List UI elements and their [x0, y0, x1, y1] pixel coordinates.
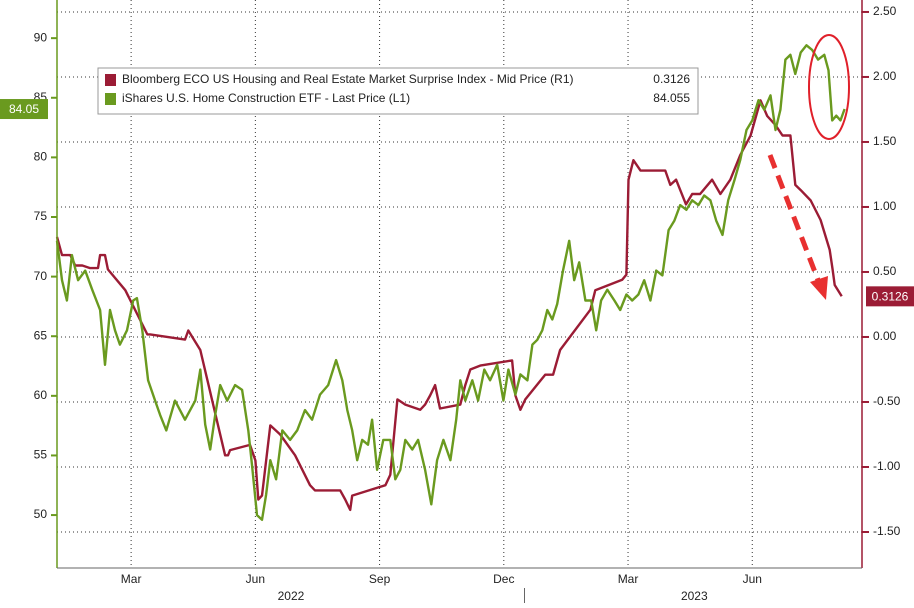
y-tick-label: 50: [34, 507, 48, 521]
legend-label: iShares U.S. Home Construction ETF - Las…: [122, 91, 410, 105]
end-tag-label: 0.3126: [872, 290, 909, 304]
y2-tick-label: -1.50: [873, 524, 901, 538]
legend-value: 84.055: [653, 91, 690, 105]
legend-swatch: [105, 93, 116, 105]
y2-tick-label: -0.50: [873, 394, 901, 408]
y2-tick-label: 1.00: [873, 199, 897, 213]
end-tag: [0, 99, 48, 120]
series-line: [55, 44, 846, 521]
arrow-head: [810, 276, 828, 300]
x-tick-label: Jun: [246, 572, 265, 586]
y-tick-label: 60: [34, 388, 48, 402]
highlight-ellipse: [808, 34, 850, 140]
year-label: 2022: [278, 589, 305, 603]
x-tick-label: Jun: [743, 572, 762, 586]
y-tick-label: 80: [34, 150, 48, 164]
x-tick-label: Mar: [618, 572, 639, 586]
y2-tick-label: 2.50: [873, 4, 897, 18]
x-tick-label: Dec: [493, 572, 514, 586]
year-label: 2023: [681, 589, 708, 603]
y2-tick-label: 0.50: [873, 264, 897, 278]
x-tick-label: Mar: [121, 572, 142, 586]
x-tick-label: Sep: [369, 572, 391, 586]
grid: [57, 0, 862, 568]
arrow-shaft: [767, 154, 821, 281]
y-tick-label: 75: [34, 209, 48, 223]
y2-tick-label: 1.50: [873, 134, 897, 148]
legend: Bloomberg ECO US Housing and Real Estate…: [97, 67, 699, 115]
legend-value: 0.3126: [653, 72, 690, 86]
lines: [55, 44, 846, 521]
y2-tick-label: 2.00: [873, 69, 897, 83]
y2-tick-label: -1.00: [873, 459, 901, 473]
y-tick-label: 90: [34, 30, 48, 44]
end-tag-label: 84.05: [9, 102, 39, 116]
axes: Mar Jun Sep Dec Mar Jun 2022 2023 -1.50 -1.00 -0.5…: [34, 0, 901, 603]
legend-label: Bloomberg ECO US Housing and Real Estate…: [122, 72, 574, 86]
legend-swatch: [105, 74, 116, 86]
y-tick-label: 70: [34, 269, 48, 283]
legend-box: [97, 67, 699, 115]
end-tag: [866, 286, 914, 307]
y2-tick-label: 0.00: [873, 329, 897, 343]
y-tick-label: 55: [34, 448, 48, 462]
y-tick-label: 65: [34, 328, 48, 342]
